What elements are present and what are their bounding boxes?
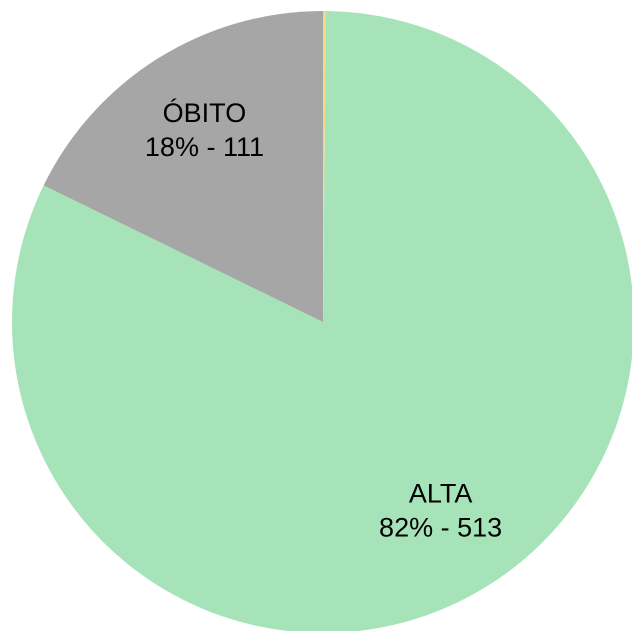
pie-slice: [323, 11, 327, 322]
slice-value-label: 82% - 513: [379, 513, 502, 543]
slice-label: ÓBITO: [163, 97, 247, 128]
pie-slice: [43, 10, 324, 322]
slice-label: ALTA: [409, 479, 473, 509]
pie-slice: [12, 11, 632, 631]
slice-value-label: 18% - 111: [145, 132, 264, 162]
